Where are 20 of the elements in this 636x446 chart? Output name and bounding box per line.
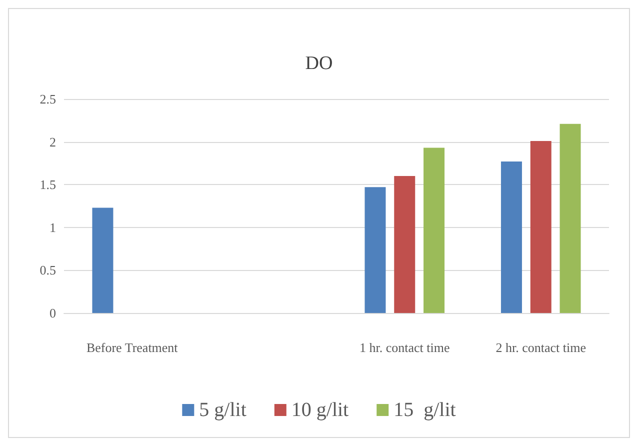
y-tick-label: 0.5 [40, 262, 56, 278]
bar [92, 208, 114, 313]
y-tick-label: 1 [50, 220, 56, 235]
x-tick-label: Before Treatment [86, 340, 178, 355]
legend-label: 15 g/lit [394, 399, 456, 421]
y-tick-label: 2 [50, 134, 56, 150]
legend-label: 10 g/lit [291, 399, 350, 421]
bar [364, 187, 386, 313]
bar [530, 140, 552, 313]
chart-title: DO [305, 53, 333, 74]
bar [560, 124, 581, 313]
x-tick-label: 1 hr. contact time [359, 340, 450, 355]
y-tick-label: 1.5 [40, 177, 56, 192]
y-tick-label: 0 [50, 306, 56, 320]
y-tick-label: 2.5 [40, 92, 56, 106]
x-tick-label: 2 hr. contact time [496, 340, 586, 355]
bar [500, 161, 522, 313]
legend-label: 5 g/lit [199, 399, 247, 421]
bar [424, 148, 445, 313]
bar [394, 176, 416, 313]
